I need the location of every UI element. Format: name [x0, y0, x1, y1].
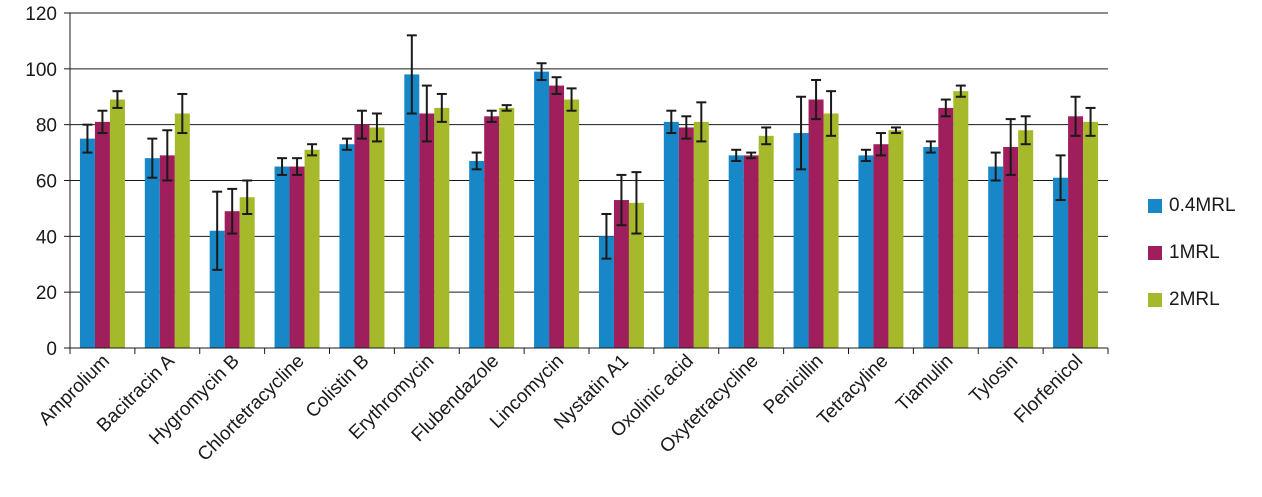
y-tick-label-80: 80: [36, 116, 57, 137]
bar-0-9: [663, 121, 679, 348]
bar-0-2: [209, 230, 225, 348]
bars: [79, 71, 1099, 349]
bar-2-0: [109, 99, 125, 349]
bar-0-6: [469, 160, 485, 348]
legend-item-0: 0.4MRL: [1148, 195, 1258, 216]
bar-1-3: [289, 166, 305, 348]
bar-0-8: [598, 236, 614, 348]
bar-0-13: [923, 147, 939, 348]
bar-1-4: [354, 124, 370, 349]
bar-1-11: [808, 99, 824, 349]
bar-0-1: [144, 158, 160, 348]
bar-1-8: [613, 200, 629, 348]
legend-swatch-2: [1148, 293, 1162, 307]
x-tick-label-14: Tylosin: [966, 351, 1023, 408]
bar-1-10: [743, 155, 759, 348]
bar-1-5: [419, 113, 435, 348]
bar-0-5: [404, 74, 420, 349]
bar-0-3: [274, 166, 290, 348]
legend-label-2: 2MRL: [1169, 289, 1220, 310]
bar-0-10: [728, 155, 744, 348]
legend-swatch-1: [1148, 246, 1162, 260]
bar-0-0: [79, 138, 95, 348]
bar-2-10: [758, 135, 774, 348]
bar-0-7: [534, 71, 550, 348]
legend-swatch-0: [1148, 199, 1162, 213]
y-tick-label-100: 100: [25, 60, 57, 81]
bar-2-11: [823, 113, 839, 348]
error-bars: [82, 34, 1096, 271]
bar-2-7: [564, 99, 580, 349]
y-tick-label-40: 40: [36, 227, 57, 248]
bar-2-13: [953, 91, 969, 349]
bar-1-1: [159, 155, 175, 348]
bar-2-15: [1083, 121, 1099, 348]
legend-item-2: 2MRL: [1148, 289, 1258, 310]
bar-1-2: [224, 211, 240, 348]
bar-1-0: [94, 121, 110, 348]
y-tick-label-60: 60: [36, 172, 57, 193]
bar-0-15: [1053, 177, 1069, 348]
bar-2-4: [369, 127, 385, 348]
x-tick-label-15: Florfenicol: [1010, 351, 1087, 428]
bar-1-13: [938, 107, 954, 349]
bar-1-6: [484, 116, 500, 349]
legend-label-1: 1MRL: [1169, 242, 1220, 263]
bar-0-11: [793, 133, 809, 348]
bar-2-12: [888, 130, 904, 348]
bar-2-5: [434, 107, 450, 349]
x-tick-label-12: Tetracyline: [813, 351, 892, 430]
bar-2-1: [174, 113, 190, 348]
bar-2-14: [1018, 130, 1034, 348]
bar-2-3: [304, 149, 320, 348]
bar-2-2: [239, 197, 255, 348]
bar-1-12: [873, 144, 889, 348]
y-tick-label-0: 0: [46, 339, 57, 360]
bar-0-12: [858, 155, 874, 348]
x-tick-label-13: Tiamulin: [892, 351, 957, 416]
bar-0-14: [988, 166, 1004, 348]
bar-1-7: [549, 85, 565, 348]
bar-2-8: [628, 202, 644, 348]
x-tick-label-11: Penicillin: [760, 351, 828, 419]
bar-1-14: [1003, 147, 1019, 348]
bar-0-4: [339, 144, 355, 348]
y-tick-label-120: 120: [25, 4, 57, 25]
legend-item-1: 1MRL: [1148, 242, 1258, 263]
y-tick-label-20: 20: [36, 283, 57, 304]
bar-2-9: [693, 121, 709, 348]
bar-1-9: [678, 127, 694, 348]
bar-2-6: [499, 107, 515, 349]
legend: 0.4MRL 1MRL 2MRL: [1148, 195, 1258, 336]
y-axis: 0 20 40 60 80 100 120: [25, 4, 71, 360]
bar-1-15: [1068, 116, 1084, 349]
legend-label-0: 0.4MRL: [1169, 195, 1236, 216]
